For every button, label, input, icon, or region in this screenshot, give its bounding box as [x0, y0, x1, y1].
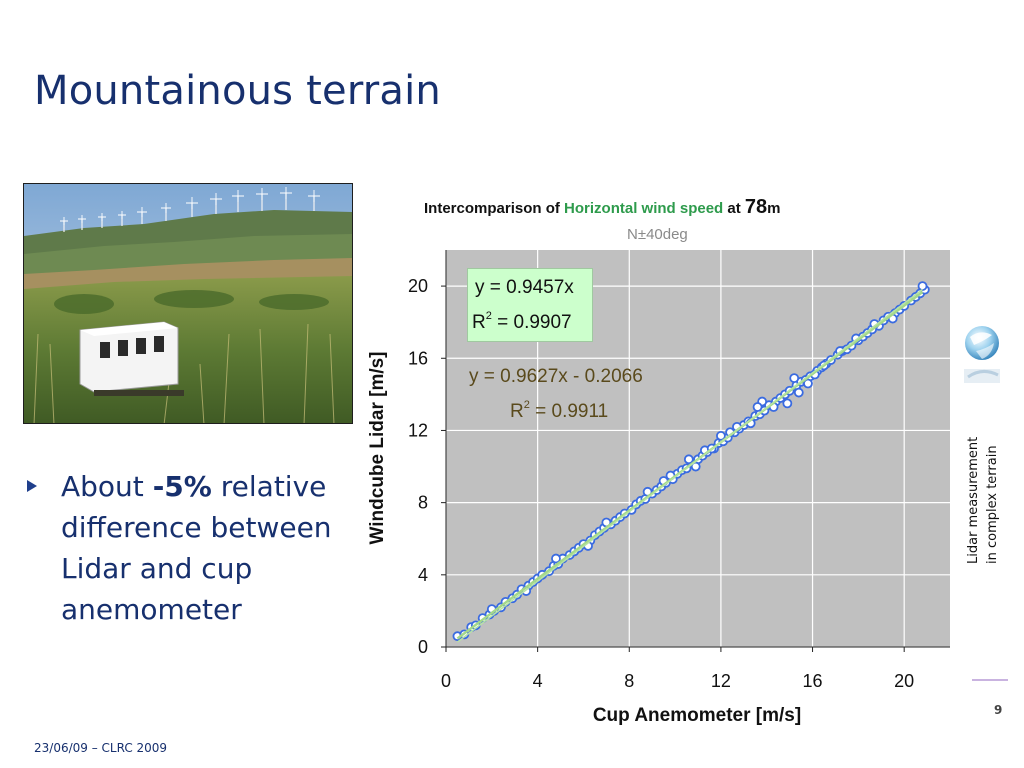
- footer-date: 23/06/09 – CLRC 2009: [34, 741, 168, 755]
- data-point: [551, 553, 561, 564]
- x-axis-label: Cup Anemometer [m/s]: [593, 705, 801, 726]
- divider: [972, 679, 1008, 681]
- bullet-text: About -5% relative difference between Li…: [61, 466, 361, 630]
- data-point: [782, 398, 793, 409]
- chart-title-unit: m: [767, 200, 781, 217]
- chart-title-part-3: at: [723, 200, 745, 217]
- chart-title-highlight: Horizontal wind speed: [564, 200, 724, 217]
- y-tick-label: 0: [418, 637, 428, 657]
- y-tick-label: 16: [408, 348, 428, 368]
- data-point: [793, 387, 804, 398]
- data-point: [690, 461, 701, 472]
- data-point: [789, 373, 800, 384]
- data-point: [716, 430, 726, 441]
- fit-2-r2-value: = 0.9911: [529, 401, 609, 422]
- slide-title: Mountainous terrain: [34, 68, 441, 114]
- x-tick-label: 4: [533, 671, 543, 691]
- bullet-emphasis: -5%: [152, 470, 212, 503]
- chart-title: Intercomparison of Horizontal wind speed…: [424, 196, 781, 219]
- data-point: [683, 454, 694, 465]
- side-caption-line-2: in complex terrain: [985, 445, 1000, 564]
- x-tick-label: 20: [894, 671, 914, 691]
- fit-2-r2: R2 = 0.9911: [510, 399, 609, 422]
- fit-1-r2: R2 = 0.9907: [472, 310, 572, 333]
- fit-1-r2-label: R: [472, 312, 486, 333]
- photo-image: [24, 184, 352, 423]
- photo-lidar-site: [23, 183, 353, 424]
- fit-2-equation: y = 0.9627x - 0.2066: [469, 366, 643, 387]
- page-number: 9: [994, 703, 1003, 717]
- y-tick-label: 12: [408, 420, 428, 440]
- y-tick-label: 4: [418, 565, 428, 585]
- side-caption: Lidar measurement in complex terrain: [956, 406, 1000, 566]
- x-tick-label: 12: [711, 671, 731, 691]
- fit-line-2: [457, 288, 923, 643]
- fit-1-equation: y = 0.9457x: [475, 277, 574, 298]
- chart-title-part-1: Intercomparison of: [424, 200, 565, 217]
- data-point: [917, 281, 928, 291]
- data-point: [803, 378, 813, 389]
- bullet-arrow-icon: [27, 480, 37, 492]
- side-caption-line-1: Lidar measurement: [966, 436, 981, 564]
- chart-subtitle: N±40deg: [627, 226, 688, 243]
- fit-2-r2-label: R: [510, 401, 524, 422]
- lidar-unit: [79, 321, 184, 396]
- globe-logo-icon: [964, 326, 1000, 383]
- x-tick-label: 16: [803, 671, 823, 691]
- bullet-prefix: About: [61, 470, 153, 503]
- chart-title-height: 78: [744, 196, 768, 218]
- y-axis-label: Windcube Lidar [m/s]: [367, 351, 388, 544]
- y-tick-label: 20: [408, 276, 428, 296]
- fit-1-r2-value: = 0.9907: [491, 312, 572, 333]
- bullet-suffix: relative difference between Lidar and cu…: [61, 470, 332, 626]
- fit-equation-box: y = 0.9457x R2 = 0.9907: [467, 268, 593, 342]
- x-tick-label: 8: [624, 671, 634, 691]
- side-caption-text: Lidar measurement in complex terrain: [964, 437, 1002, 564]
- data-point: [752, 402, 763, 412]
- y-tick-label: 8: [418, 493, 428, 513]
- x-tick-label: 0: [441, 671, 451, 691]
